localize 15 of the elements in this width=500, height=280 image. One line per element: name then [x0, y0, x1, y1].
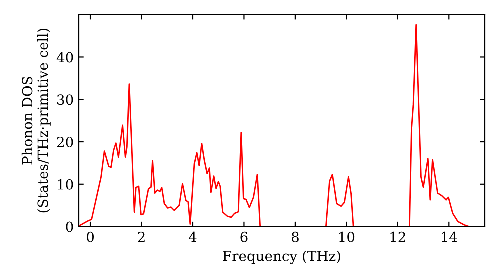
x-tick-label: 6	[240, 232, 248, 242]
x-tick-label: 12	[390, 232, 406, 242]
y-tick-label: 30	[58, 94, 74, 106]
y-axis-title: Phonon DOS (States/THz·primitive cell)	[22, 28, 51, 213]
x-tick-label: 14	[442, 232, 458, 242]
x-tick-label: 0	[87, 232, 94, 242]
y-tick-label: 20	[57, 136, 74, 148]
y-tick-label: 40	[56, 52, 74, 63]
y-tick-label: 0	[66, 222, 74, 232]
x-tick-label: 8	[292, 232, 299, 242]
x-tick-label: 2	[138, 232, 145, 242]
x-tick-label: 4	[188, 232, 197, 242]
y-tick-label: 10	[58, 179, 74, 190]
x-axis-title: Frequency (THz)	[223, 250, 340, 264]
x-tick-label: 10	[340, 232, 355, 242]
